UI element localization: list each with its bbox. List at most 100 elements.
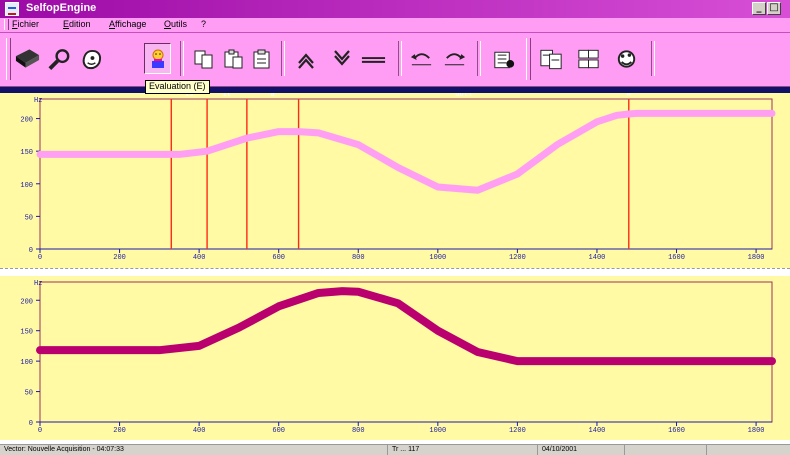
- engine-icon: [494, 51, 515, 68]
- x-tick-label: 1600: [668, 427, 685, 435]
- y-tick-label: 150: [20, 329, 33, 337]
- top-pitch-chart[interactable]: Hz 0 50 100 150 200 0 200 400 600 800 1000 1200 1400 1…: [0, 93, 790, 268]
- pitch-curve[interactable]: [36, 109, 776, 194]
- paste-button[interactable]: [220, 43, 247, 74]
- x-tick-label: 800: [352, 254, 365, 262]
- compare-button[interactable]: [538, 43, 565, 74]
- search-button[interactable]: [46, 43, 73, 74]
- flat-line-icon: [361, 56, 386, 63]
- menu-affichage[interactable]: Affichage: [109, 19, 147, 29]
- segment-label: #: [627, 93, 631, 99]
- flatten-button[interactable]: [360, 43, 387, 74]
- y-axis-label: Hz: [34, 97, 42, 105]
- window-controls: _ □: [752, 2, 782, 16]
- up-arrow-icon: [297, 52, 314, 69]
- y-tick-label: 200: [20, 117, 33, 125]
- clipboard-button[interactable]: [248, 43, 275, 74]
- x-tick-label: 1200: [509, 427, 526, 435]
- segment-header-bar: [0, 87, 790, 93]
- x-tick-label: 600: [272, 254, 285, 262]
- maximize-button[interactable]: □: [767, 2, 781, 15]
- evaluation-tooltip: Evaluation (E): [145, 80, 210, 94]
- x-tick-label: 1600: [668, 254, 685, 262]
- y-tick-label: 50: [25, 214, 33, 222]
- evaluation-icon: [151, 49, 164, 68]
- engine-button[interactable]: [490, 43, 517, 74]
- face-button[interactable]: [78, 43, 105, 74]
- pitch-curve[interactable]: [36, 287, 776, 366]
- clipboard-icon: [253, 49, 269, 68]
- copy-icon: [194, 50, 212, 68]
- database-icon: [578, 49, 599, 68]
- x-tick-label: 200: [113, 427, 126, 435]
- x-tick-label: 1800: [748, 254, 765, 262]
- palette-button[interactable]: [613, 43, 640, 74]
- x-tick-label: 0: [38, 427, 42, 435]
- x-tick-label: 600: [272, 427, 285, 435]
- toolbar-separator: [180, 41, 184, 76]
- bottom-panel: Hz 0 50 100 150 200 0 200 400 600 800 1000 1200 1400 1…: [0, 276, 790, 440]
- toolbar-separator-2: [281, 41, 285, 76]
- toolbar-separator-4: [477, 41, 481, 76]
- toolbar-separator-3: [398, 41, 402, 76]
- menu-help[interactable]: ?: [201, 19, 207, 29]
- x-tick-label: 400: [193, 254, 206, 262]
- status-message: Vector: Nouvelle Acquisition - 04:07:33: [4, 446, 124, 453]
- y-axis-label: Hz: [34, 280, 42, 288]
- x-tick-label: 1400: [589, 427, 606, 435]
- minimize-button[interactable]: _: [752, 2, 766, 15]
- redo-button[interactable]: [441, 43, 468, 74]
- app-icon: [5, 2, 19, 16]
- x-tick-label: 1200: [509, 254, 526, 262]
- segment-label: a: [271, 93, 275, 99]
- paste-icon: [224, 49, 242, 68]
- menu-bar: Fichier Edition Affichage Outils ?: [0, 18, 790, 33]
- status-info: Tr ... 117: [387, 445, 537, 455]
- top-panel: Hz 0 50 100 150 200 0 200 400 600 800 1000 1200 1400 1…: [0, 93, 790, 268]
- status-empty-2: [706, 445, 790, 455]
- book-button[interactable]: [14, 43, 41, 74]
- status-bar: Vector: Nouvelle Acquisition - 04:07:33 …: [0, 444, 790, 455]
- undo-button[interactable]: [408, 43, 435, 74]
- menu-grip[interactable]: [4, 19, 9, 30]
- face-icon: [82, 49, 102, 69]
- magnifier-icon: [48, 48, 70, 70]
- toolbar-grip[interactable]: [6, 38, 11, 80]
- x-tick-label: 1400: [589, 254, 606, 262]
- menu-fichier[interactable]: Fichier: [12, 19, 40, 29]
- status-date: 04/10/2001: [537, 445, 624, 455]
- bottom-pitch-chart[interactable]: Hz 0 50 100 150 200 0 200 400 600 800 1000 1200 1400 1…: [0, 276, 790, 440]
- x-tick-label: 800: [352, 427, 365, 435]
- y-tick-label: 50: [25, 390, 33, 398]
- x-tick-label: 0: [38, 254, 42, 262]
- segment-label: doll: [455, 93, 472, 99]
- y-tick-label: 150: [20, 149, 33, 157]
- window-title-bar[interactable]: SelfopEngine _ □: [0, 0, 790, 18]
- toolbar-separator-5: [651, 41, 655, 76]
- undo-icon: [410, 52, 432, 65]
- menu-edition[interactable]: Edition: [63, 19, 91, 29]
- x-tick-label: 1000: [429, 254, 446, 262]
- window-title: SelfopEngine: [26, 2, 97, 14]
- x-tick-label: 400: [193, 427, 206, 435]
- lower-button[interactable]: [328, 43, 355, 74]
- y-tick-label: 100: [20, 182, 33, 190]
- segment-label: is: [185, 93, 193, 99]
- toolbar: [0, 33, 790, 87]
- database-button[interactable]: [575, 43, 602, 74]
- y-tick-label: 0: [29, 420, 33, 428]
- panel-splitter[interactable]: [0, 268, 790, 276]
- segment-label: it: [223, 93, 231, 99]
- palette-icon: [617, 49, 636, 68]
- copy-button[interactable]: [190, 43, 217, 74]
- x-tick-label: 1000: [429, 427, 446, 435]
- y-tick-label: 100: [20, 359, 33, 367]
- toolbar-grip-2[interactable]: [526, 38, 531, 80]
- raise-button[interactable]: [292, 43, 319, 74]
- y-tick-label: 200: [20, 298, 33, 306]
- evaluation-button[interactable]: [144, 43, 171, 74]
- redo-icon: [444, 52, 466, 65]
- menu-outils[interactable]: Outils: [164, 19, 188, 29]
- status-empty-1: [624, 445, 703, 455]
- down-arrow-icon: [333, 49, 350, 66]
